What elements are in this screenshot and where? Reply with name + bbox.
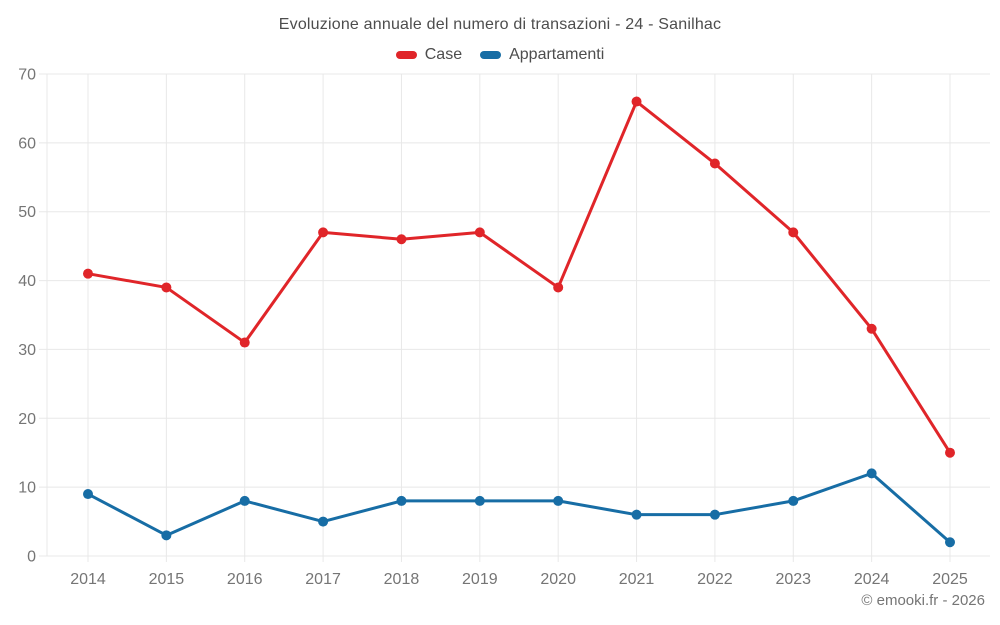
svg-text:40: 40 <box>18 273 36 290</box>
appartamenti-point-2016 <box>239 495 250 506</box>
case-point-2024 <box>866 323 877 334</box>
svg-text:2023: 2023 <box>775 571 811 588</box>
appartamenti-point-2014 <box>83 489 93 500</box>
legend-item-case[interactable]: Case <box>395 46 463 64</box>
case-point-2019 <box>474 227 485 238</box>
case-line <box>86 100 952 455</box>
case-point-2014 <box>83 268 93 279</box>
chart-legend: Case Appartamenti <box>0 46 1000 64</box>
appartamenti-point-2018 <box>396 495 407 506</box>
appartamenti-point-2022 <box>709 509 720 520</box>
case-series-swatch-icon <box>395 51 417 59</box>
appartamenti-point-2020 <box>553 495 564 506</box>
svg-text:2016: 2016 <box>227 571 263 588</box>
svg-text:50: 50 <box>18 204 36 221</box>
legend-label-case: Case <box>424 46 463 63</box>
svg-text:2024: 2024 <box>854 571 890 588</box>
case-point-2025 <box>945 447 955 458</box>
gridlines <box>39 73 990 562</box>
svg-text:2025: 2025 <box>932 571 968 588</box>
svg-text:70: 70 <box>18 67 36 84</box>
appartamenti-point-2021 <box>631 509 642 520</box>
credit-text: © emooki.fr - 2026 <box>861 592 985 609</box>
case-point-2015 <box>161 282 172 293</box>
case-point-2020 <box>553 282 564 293</box>
svg-text:2018: 2018 <box>384 571 420 588</box>
svg-text:20: 20 <box>18 411 36 428</box>
svg-text:30: 30 <box>18 342 36 359</box>
appartamenti-point-2019 <box>474 495 485 506</box>
case-point-2023 <box>788 227 799 238</box>
svg-text:10: 10 <box>18 480 36 497</box>
appartamenti-point-2015 <box>161 530 172 541</box>
svg-text:2022: 2022 <box>697 571 733 588</box>
chart-title: Evoluzione annuale del numero di transaz… <box>278 16 722 33</box>
y-axis-labels: 0 10 20 30 40 50 60 70 <box>18 67 36 566</box>
appartamenti-point-2023 <box>788 495 799 506</box>
appartamenti-line <box>86 471 952 544</box>
series-appartamenti <box>83 468 955 548</box>
appartamenti-point-2024 <box>866 468 877 479</box>
appartamenti-point-2025 <box>945 537 955 548</box>
svg-text:2017: 2017 <box>305 571 341 588</box>
case-point-2017 <box>318 227 329 238</box>
svg-text:2019: 2019 <box>462 571 498 588</box>
case-point-2021 <box>631 96 642 107</box>
case-point-2016 <box>239 337 250 348</box>
svg-text:2015: 2015 <box>149 571 185 588</box>
svg-text:2021: 2021 <box>619 571 655 588</box>
legend-label-appartamenti: Appartamenti <box>509 46 605 63</box>
series-case <box>83 96 955 458</box>
svg-text:2014: 2014 <box>70 571 106 588</box>
appartamenti-point-2017 <box>318 516 329 527</box>
appartamenti-series-swatch-icon <box>480 51 502 59</box>
x-axis-labels: 2014 2015 2016 2017 2018 2019 2020 2021 2022 2023… <box>70 571 968 588</box>
svg-text:2020: 2020 <box>540 571 576 588</box>
svg-text:60: 60 <box>18 135 36 152</box>
svg-text:0: 0 <box>27 549 36 566</box>
case-point-2018 <box>396 234 407 245</box>
case-point-2022 <box>709 158 720 169</box>
legend-item-appartamenti[interactable]: Appartamenti <box>480 46 604 64</box>
